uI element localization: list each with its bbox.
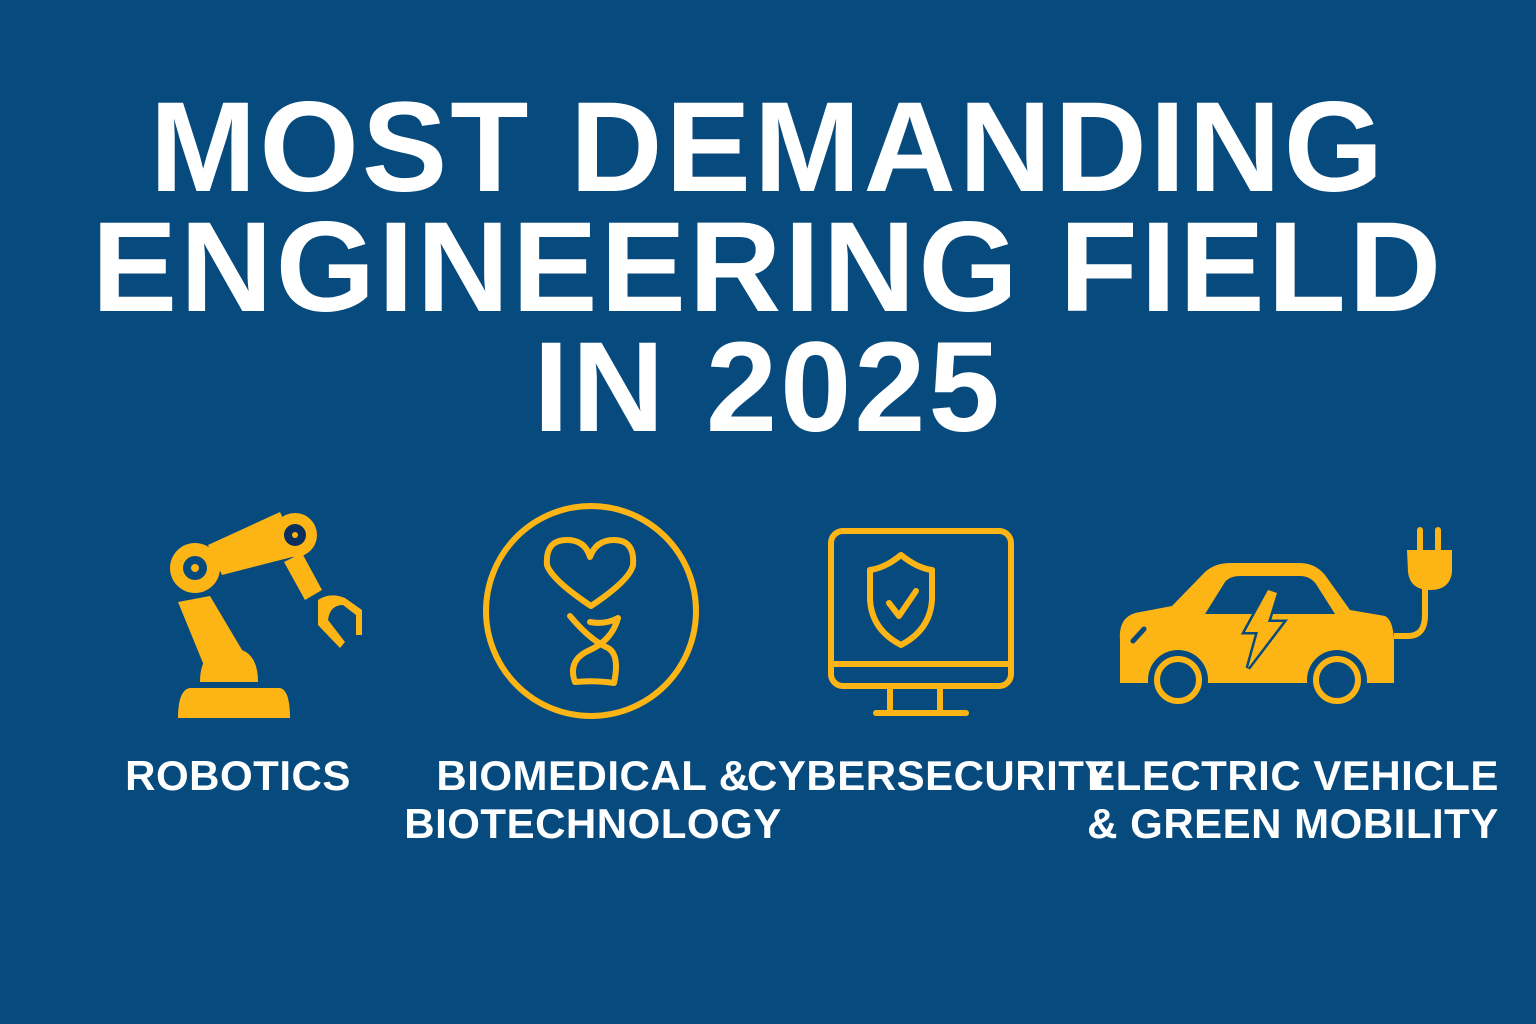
field-label-electric-vehicle: ELECTRIC VEHICLE & GREEN MOBILITY [1087, 752, 1499, 848]
title-line: IN 2025 [533, 316, 1003, 459]
field-label-biomedical: BIOMEDICAL & BIOTECHNOLOGY [404, 752, 782, 848]
label-line: BIOTECHNOLOGY [404, 800, 782, 847]
label-line: ELECTRIC VEHICLE [1087, 752, 1499, 799]
robotic-arm-icon [170, 512, 362, 718]
label-line: BIOMEDICAL & [436, 752, 750, 799]
field-label-robotics: ROBOTICS [125, 752, 351, 800]
field-label-cybersecurity: CYBERSECURITY [747, 752, 1113, 800]
monitor-shield-icon [828, 528, 1014, 716]
label-line: & GREEN MOBILITY [1087, 800, 1499, 847]
label-line: ROBOTICS [125, 752, 351, 799]
title-line: MOST DEMANDING [149, 76, 1387, 219]
page-title: MOST DEMANDING ENGINEERING FIELD IN 2025 [0, 76, 1536, 459]
heart-dna-icon [483, 503, 699, 719]
label-line: CYBERSECURITY [747, 752, 1113, 799]
electric-car-icon [1119, 527, 1452, 710]
title-line: ENGINEERING FIELD [91, 196, 1445, 339]
